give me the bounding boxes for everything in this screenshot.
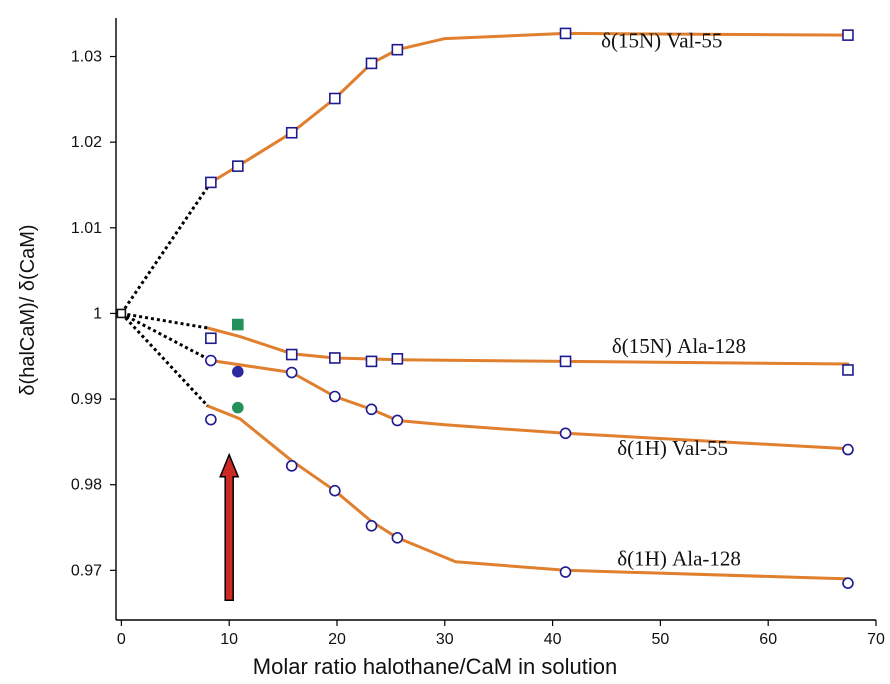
data-point: [205, 413, 217, 426]
x-tick-label: 10: [220, 631, 238, 648]
highlight-point: [232, 318, 244, 331]
y-tick-label: 1: [93, 305, 102, 322]
data-point: [285, 460, 298, 472]
data-point: [329, 484, 341, 497]
series-label: δ(1H) Val-55: [617, 436, 728, 460]
highlight-point: [232, 365, 244, 378]
fit-line: [209, 359, 850, 451]
data-point: [285, 126, 298, 139]
data-point: [559, 566, 572, 578]
data-point: [365, 403, 378, 416]
dotted-line: [120, 312, 212, 362]
data-point: [205, 176, 217, 189]
data-point: [205, 354, 217, 367]
data-point: [391, 353, 404, 365]
x-tick-label: 20: [328, 631, 346, 648]
x-tick-label: 40: [544, 631, 562, 648]
data-point: [391, 43, 404, 56]
extrapolation-lines: [120, 181, 213, 407]
x-tick-label: 0: [117, 631, 126, 648]
data-point: [285, 348, 298, 361]
data-point: [391, 531, 404, 544]
y-tick-label: 0.99: [71, 391, 102, 408]
data-point: [365, 520, 378, 532]
data-point: [842, 364, 854, 376]
x-tick-label: 30: [436, 631, 454, 648]
data-point: [559, 355, 572, 368]
annotation-arrow: [219, 452, 240, 602]
y-tick-label: 0.98: [71, 477, 102, 494]
fit-line: [209, 31, 850, 184]
data-points: [116, 27, 854, 589]
series-labels: δ(15N) Val-55 δ(15N) Ala-128 δ(1H) Val-55 δ…: [601, 28, 746, 570]
data-point: [205, 332, 217, 345]
highlight-point: [232, 401, 244, 414]
data-point: [365, 57, 378, 70]
y-tick-label: 1.01: [71, 220, 102, 237]
data-point: [842, 443, 854, 456]
data-point: [559, 27, 572, 40]
data-point: [391, 414, 404, 427]
data-point: [232, 160, 244, 172]
fit-lines: [206, 31, 850, 581]
dotted-line: [120, 181, 213, 315]
fit-line: [206, 326, 850, 366]
y-tick-label: 1.03: [71, 49, 102, 66]
x-axis-title: Molar ratio halothane/CaM in solution: [253, 654, 617, 679]
data-point: [285, 366, 298, 379]
axes: [115, 18, 876, 621]
data-point: [365, 355, 378, 368]
data-point: [559, 427, 572, 440]
ticks: 0 10 20 30 40 50 60 70 0.97 0.98 0.99 1 1.01 1.02 1.03: [71, 49, 885, 648]
y-axis-title: δ(halCaM)/ δ(CaM): [17, 224, 39, 395]
dotted-line: [121, 311, 208, 330]
origin-point: [116, 308, 127, 319]
data-point: [329, 390, 341, 403]
y-tick-label: 1.02: [71, 134, 102, 151]
y-tick-label: 0.97: [71, 562, 102, 579]
series-label: δ(15N) Ala-128: [612, 334, 746, 358]
data-point: [842, 577, 854, 589]
x-tick-label: 60: [759, 631, 777, 648]
x-tick-label: 70: [867, 631, 885, 648]
data-point: [329, 352, 341, 364]
series-label: δ(15N) Val-55: [601, 28, 722, 52]
series-label: δ(1H) Ala-128: [617, 546, 741, 570]
x-tick-label: 50: [651, 631, 669, 648]
data-point: [329, 92, 341, 105]
data-point: [842, 29, 854, 41]
red-arrow-icon: [219, 452, 240, 602]
